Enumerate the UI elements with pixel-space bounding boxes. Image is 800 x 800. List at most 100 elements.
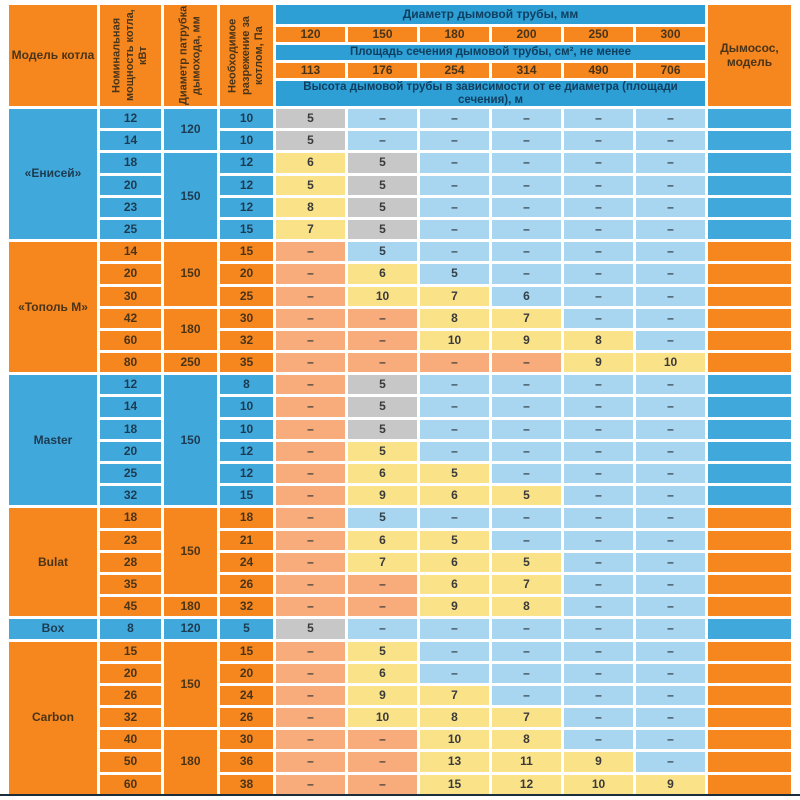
height-cell: 6 [420, 574, 489, 595]
vacuum-cell: 10 [220, 109, 273, 129]
height-cell: – [420, 175, 489, 195]
height-cell: – [636, 286, 705, 306]
height-cell: – [492, 242, 561, 262]
height-cell: 10 [420, 330, 489, 351]
fan-cell [708, 752, 791, 772]
height-cell: 5 [420, 464, 489, 484]
power-cell: 32 [100, 486, 161, 506]
height-cell: – [564, 441, 633, 461]
vacuum-cell: 15 [220, 641, 273, 661]
area-value: 113 [276, 63, 345, 78]
power-cell: 60 [100, 774, 161, 794]
height-cell: – [420, 197, 489, 217]
height-cell: – [348, 774, 417, 794]
height-cell: 7 [420, 286, 489, 306]
height-cell: – [420, 397, 489, 417]
vacuum-cell: 26 [220, 574, 273, 595]
power-cell: 28 [100, 552, 161, 572]
model-cell: Carbon [9, 641, 97, 794]
height-cell: – [420, 375, 489, 395]
height-cell: – [636, 419, 705, 439]
diameter-value: 180 [420, 27, 489, 42]
height-cell: – [492, 397, 561, 417]
vacuum-cell: 25 [220, 286, 273, 306]
fan-cell [708, 552, 791, 572]
vacuum-cell: 38 [220, 774, 273, 794]
height-cell: – [636, 708, 705, 728]
fan-cell [708, 574, 791, 595]
fan-cell [708, 264, 791, 284]
height-cell: – [636, 730, 705, 750]
height-cell: 10 [348, 286, 417, 306]
height-cell: – [492, 685, 561, 706]
height-cell: 6 [276, 153, 345, 173]
power-cell: 60 [100, 330, 161, 351]
height-cell: – [564, 397, 633, 417]
height-cell: – [564, 552, 633, 572]
height-cell: – [564, 264, 633, 284]
height-cell: 7 [492, 574, 561, 595]
power-cell: 18 [100, 153, 161, 173]
height-cell: 5 [348, 219, 417, 240]
height-cell: 5 [348, 419, 417, 439]
power-cell: 50 [100, 752, 161, 772]
height-cell: – [276, 486, 345, 506]
height-cell: – [636, 464, 705, 484]
height-cell: – [420, 663, 489, 683]
height-cell: – [348, 752, 417, 772]
vacuum-cell: 20 [220, 663, 273, 683]
height-cell: – [348, 308, 417, 328]
vacuum-cell: 24 [220, 685, 273, 706]
vacuum-cell: 12 [220, 441, 273, 461]
height-cell: – [276, 419, 345, 439]
power-cell: 12 [100, 109, 161, 129]
height-cell: 5 [348, 508, 417, 528]
power-cell: 20 [100, 175, 161, 195]
power-cell: 30 [100, 286, 161, 306]
fan-cell [708, 774, 791, 794]
height-cell: – [492, 530, 561, 550]
vacuum-cell: 15 [220, 242, 273, 262]
height-cell: 5 [348, 153, 417, 173]
area-value: 490 [564, 63, 633, 78]
height-cell: – [492, 153, 561, 173]
height-cell: – [348, 109, 417, 129]
height-cell: – [492, 441, 561, 461]
height-cell: – [492, 219, 561, 240]
height-cell: 7 [420, 685, 489, 706]
band-chimney-diameter: Диаметр дымовой трубы, мм [276, 5, 705, 24]
height-cell: – [564, 508, 633, 528]
height-cell: – [564, 597, 633, 617]
height-cell: – [636, 574, 705, 595]
height-cell: 5 [276, 109, 345, 129]
col-header-power: Номинальная мощность котла, кВт [100, 5, 161, 106]
model-cell: Box [9, 619, 97, 639]
power-cell: 12 [100, 375, 161, 395]
height-cell: 5 [276, 175, 345, 195]
height-cell: – [636, 264, 705, 284]
fan-cell [708, 530, 791, 550]
power-cell: 35 [100, 574, 161, 595]
power-cell: 42 [100, 308, 161, 328]
height-cell: – [276, 574, 345, 595]
power-cell: 26 [100, 685, 161, 706]
model-cell: «Тополь М» [9, 242, 97, 373]
power-cell: 14 [100, 397, 161, 417]
height-cell: – [492, 619, 561, 639]
diameter-value: 250 [564, 27, 633, 42]
height-cell: 7 [348, 552, 417, 572]
diameter-value: 120 [276, 27, 345, 42]
height-cell: – [492, 353, 561, 373]
nozzle-cell: 250 [164, 353, 217, 373]
height-cell: 8 [564, 330, 633, 351]
height-cell: – [636, 530, 705, 550]
height-cell: – [564, 730, 633, 750]
vacuum-cell: 5 [220, 619, 273, 639]
fan-cell [708, 353, 791, 373]
height-cell: 5 [420, 530, 489, 550]
height-cell: 5 [348, 197, 417, 217]
vacuum-cell: 12 [220, 464, 273, 484]
nozzle-cell: 150 [164, 242, 217, 306]
height-cell: 9 [420, 597, 489, 617]
height-cell: – [492, 375, 561, 395]
